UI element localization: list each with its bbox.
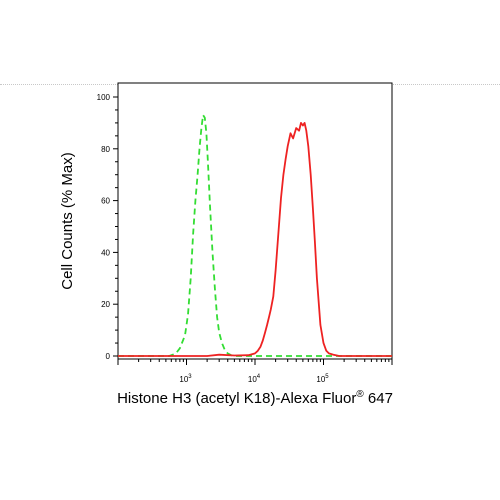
- x-tick-label: 105: [316, 374, 329, 384]
- x-axis-title-main: Histone H3 (acetyl K18)-Alexa Fluor: [117, 390, 356, 407]
- y-tick-label: 60: [101, 197, 110, 206]
- x-axis-title: Histone H3 (acetyl K18)-Alexa Fluor® 647: [117, 389, 393, 407]
- axis-ticks: [113, 96, 393, 365]
- x-axis-title-sup: ®: [356, 389, 364, 400]
- y-tick-label: 0: [106, 352, 111, 361]
- y-tick-label: 80: [101, 145, 110, 154]
- plot-frame: [117, 82, 393, 360]
- y-axis-title: Cell Counts (% Max): [59, 152, 76, 290]
- green-dashed-series-line: [118, 114, 392, 357]
- x-tick-labels: 103 104 105: [179, 374, 329, 384]
- x-tick-label: 103: [179, 374, 192, 384]
- y-tick-labels: 0 20 40 60 80 100: [97, 93, 111, 361]
- x-tick-label: 104: [248, 374, 261, 384]
- x-axis-title-suffix: 647: [364, 390, 393, 407]
- y-tick-label: 100: [97, 93, 111, 102]
- red-solid-series-line: [118, 122, 392, 357]
- y-tick-label: 40: [101, 248, 110, 257]
- series-layer: [118, 114, 392, 357]
- y-tick-label: 20: [101, 300, 110, 309]
